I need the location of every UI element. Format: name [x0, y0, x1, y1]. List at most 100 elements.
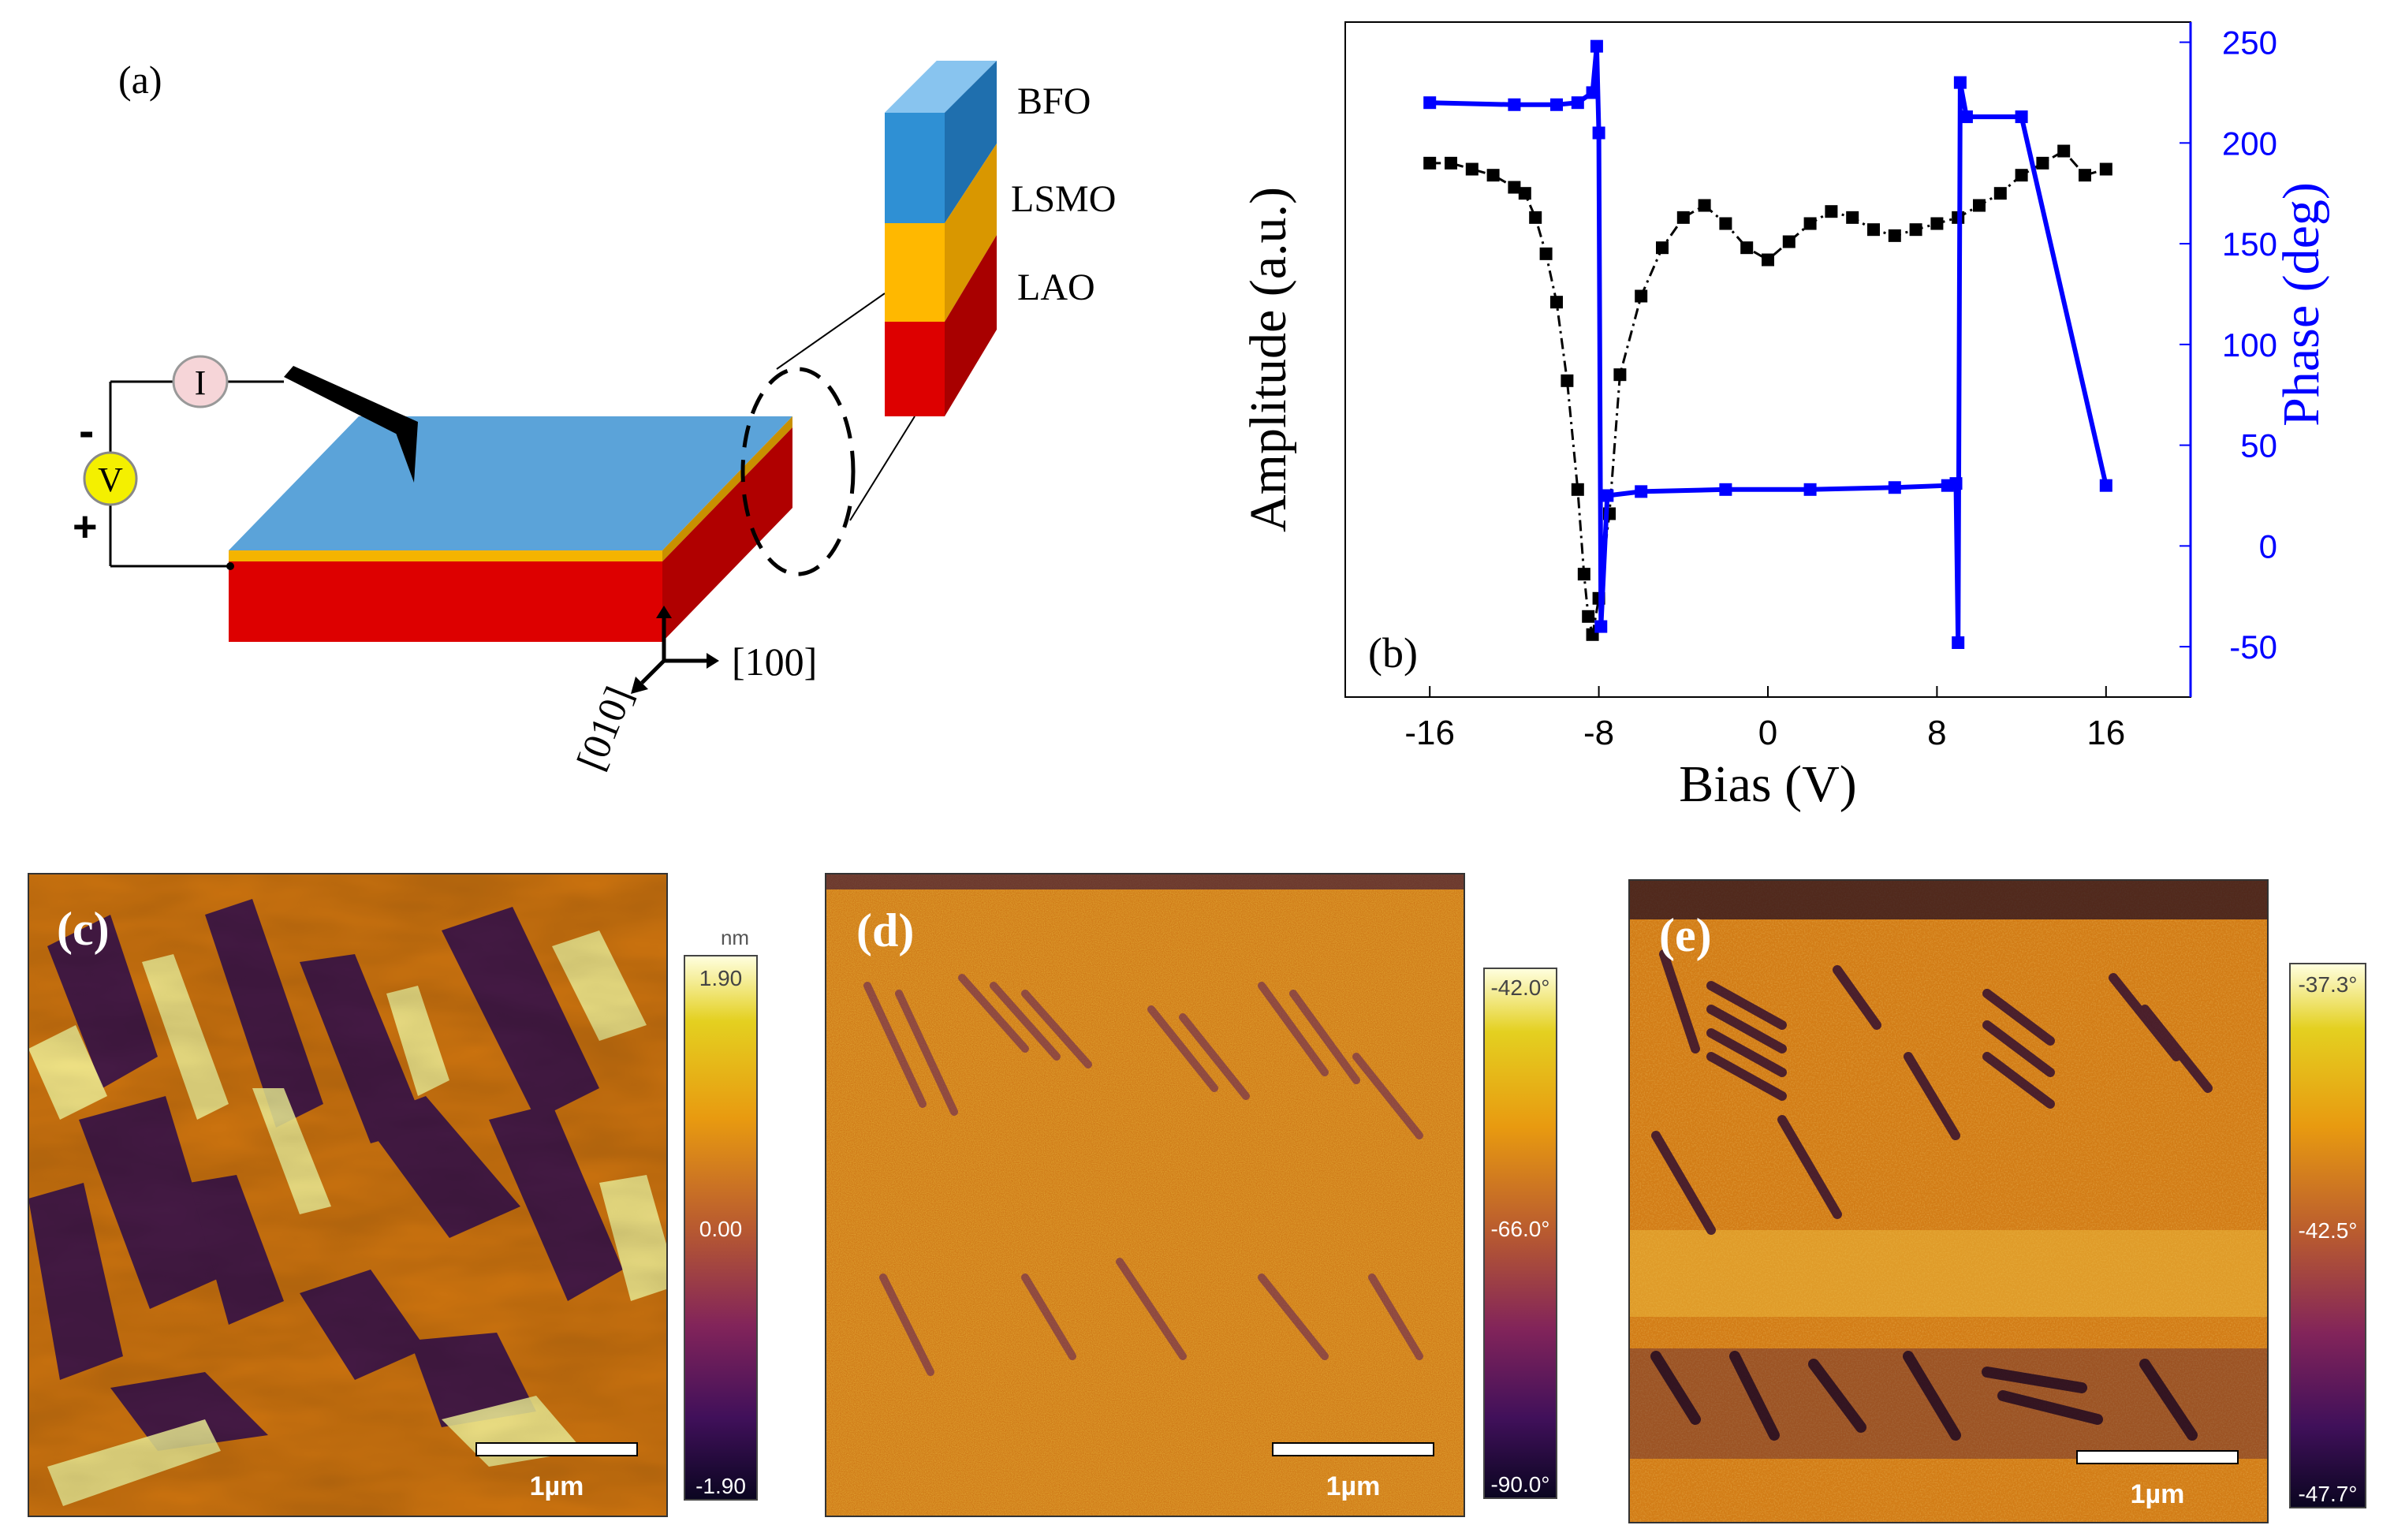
lsmo-front-layer — [229, 550, 662, 561]
phase-image — [1629, 880, 2268, 1523]
voltage-source: V — [83, 451, 138, 506]
panel-d-label: (d) — [856, 904, 914, 956]
series-marker — [1960, 110, 1973, 124]
colorbar-d-min: -90.0° — [1490, 1472, 1549, 1497]
plus-sign: + — [73, 503, 98, 550]
layer-label-lao: LAO — [1017, 267, 1095, 308]
series-marker — [1949, 477, 1963, 490]
panel-e: (e) 1µm -37.3° -42.5° -47.7° — [1628, 879, 2366, 1523]
left-y-axis-label: Amplitude (a.u.) — [1240, 187, 1297, 532]
x-ticks: -16 -8 0 8 16 — [1404, 686, 2125, 752]
series-marker — [1635, 289, 1648, 303]
series-marker — [1577, 568, 1590, 581]
ammeter-symbol: I — [195, 364, 207, 402]
series-marker — [1803, 483, 1817, 496]
series-marker — [1846, 211, 1859, 224]
x-tick-label: -16 — [1404, 714, 1455, 752]
colorbar-c — [684, 955, 758, 1501]
series-marker — [1550, 296, 1563, 309]
bfo-top-surface — [229, 416, 792, 550]
y-tick-label: 150 — [2222, 226, 2277, 263]
series-marker — [1888, 229, 1901, 242]
lao-layer-front — [885, 322, 945, 416]
series-marker — [1423, 156, 1437, 170]
panel-c-frame — [28, 873, 668, 1517]
series-marker — [1508, 181, 1521, 194]
panel-a-label: (a) — [118, 58, 162, 102]
series-marker — [1803, 217, 1817, 230]
x-tick-label: 16 — [2086, 714, 2125, 752]
lsmo-layer-front — [885, 223, 945, 322]
lao-side-layer — [662, 427, 792, 642]
series-marker — [1952, 636, 1965, 650]
x-axis-label: Bias (V) — [1679, 755, 1856, 813]
series-marker — [2079, 169, 2091, 182]
series-marker — [2099, 162, 2112, 176]
series-marker — [1561, 374, 1574, 387]
series-marker — [1867, 223, 1880, 237]
axis-label-100: [100] — [732, 639, 817, 684]
series-marker — [2057, 144, 2071, 158]
contact-point — [226, 562, 234, 570]
series-marker — [1590, 39, 1603, 53]
y-tick-label: 0 — [2259, 528, 2277, 565]
panel-b-chart: -16 -8 0 8 16 250 200 150 100 50 0 -50 (b) Bias (V… — [1240, 21, 2330, 813]
series-marker — [1571, 483, 1584, 496]
layer-stack — [885, 61, 997, 416]
lsmo-side-layer — [662, 416, 792, 561]
scale-bar-c — [475, 1442, 638, 1456]
x-tick-label: 8 — [1927, 714, 1946, 752]
series-marker — [1423, 96, 1437, 110]
scale-bar-c-label: 1µm — [530, 1471, 584, 1501]
series-marker — [1782, 235, 1796, 248]
colorbar-c-max: 1.90 — [699, 966, 743, 990]
series-marker — [1825, 205, 1838, 218]
series-marker — [1613, 368, 1627, 382]
bfo-layer-side — [945, 61, 997, 223]
zoom-ellipse — [740, 367, 856, 576]
zoom-connector-top — [776, 293, 886, 370]
series-marker — [2036, 156, 2049, 170]
y-tick-label: 250 — [2222, 24, 2277, 62]
series-marker — [1698, 199, 1711, 212]
amplitude-image — [826, 874, 1464, 1516]
series-marker — [2015, 169, 2028, 182]
panel-b-label: (b) — [1368, 629, 1418, 677]
afm-tip — [284, 366, 418, 483]
lao-front-layer — [229, 561, 662, 642]
voltage-symbol: V — [98, 461, 123, 499]
zoom-connector-bottom — [849, 416, 915, 521]
series-marker — [1592, 126, 1605, 140]
circuit — [109, 380, 284, 568]
series-marker — [2099, 479, 2112, 492]
series-marker — [1508, 98, 1521, 111]
y-tick-label: 200 — [2222, 125, 2277, 162]
series-marker — [1582, 610, 1595, 623]
panel-c-label: (c) — [57, 903, 110, 955]
sample-slab — [229, 416, 792, 642]
panel-d-frame — [825, 873, 1465, 1517]
lsmo-layer-side — [945, 144, 997, 322]
series-marker — [1656, 241, 1669, 255]
series-line — [1430, 46, 2109, 643]
series-marker — [1571, 96, 1584, 110]
series-marker — [1719, 483, 1732, 496]
colorbar-d — [1483, 968, 1557, 1499]
scale-bar-e-label: 1µm — [2131, 1479, 2185, 1509]
panel-e-label: (e) — [1659, 909, 1712, 961]
colorbar-e-mid: -42.5° — [2298, 1218, 2357, 1243]
series-marker — [1740, 241, 1754, 255]
axis-label-010: [010] — [568, 681, 640, 776]
colorbar-e-max: -37.3° — [2298, 972, 2357, 997]
series-marker — [1586, 86, 1599, 99]
scale-bar-e — [2076, 1450, 2239, 1464]
series-marker — [1529, 211, 1542, 224]
series-line — [1430, 149, 2107, 636]
series-marker — [1762, 253, 1774, 267]
series-marker — [1601, 489, 1614, 502]
panel-d: (d) 1µm -42.0° -66.0° -90.0° — [825, 873, 1557, 1517]
series-marker — [1635, 485, 1648, 498]
right-y-axis-label: Phase (deg) — [2273, 182, 2330, 427]
y-tick-label: -50 — [2229, 628, 2277, 666]
